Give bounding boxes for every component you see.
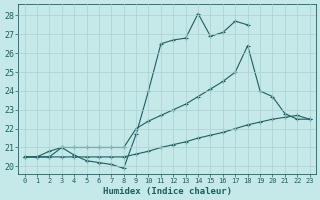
X-axis label: Humidex (Indice chaleur): Humidex (Indice chaleur) [103,187,232,196]
